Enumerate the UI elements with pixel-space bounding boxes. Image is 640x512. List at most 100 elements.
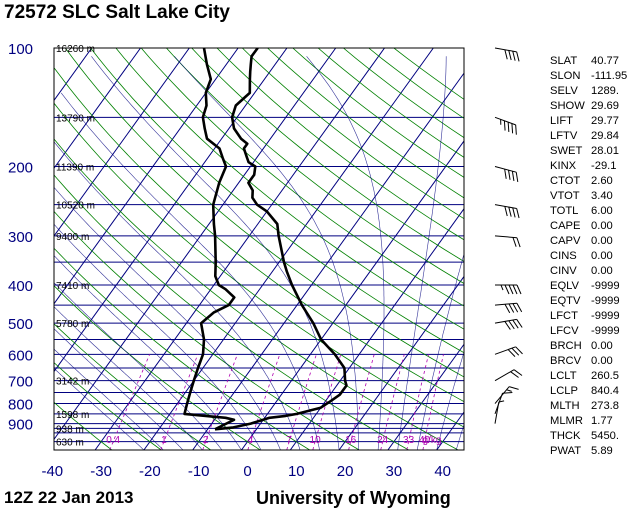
index-value: -9999 [591, 325, 620, 337]
barb-full [508, 284, 514, 295]
index-name: THCK [550, 430, 581, 442]
moist-adiabat-line [54, 367, 145, 450]
barb-full [515, 172, 519, 183]
index-name: MLTH [550, 400, 580, 412]
isotherm-line [54, 48, 288, 373]
index-value: 1.77 [591, 415, 613, 427]
index-value: 29.77 [591, 115, 619, 127]
index-name: CINV [550, 265, 577, 277]
index-row-selv: SELV 1289. [550, 84, 640, 99]
barb-staff [494, 204, 517, 209]
barb-full [516, 208, 520, 219]
barb-full [515, 124, 517, 135]
barb-staff [494, 166, 517, 173]
index-value: -9999 [591, 310, 620, 322]
mixing-ratio-line [160, 354, 199, 450]
wind-barb [494, 166, 519, 183]
wind-barb [494, 47, 520, 62]
barb-full [510, 371, 519, 378]
barb-full [512, 284, 518, 295]
height-label: 10520 m [56, 201, 95, 212]
indices-table: SLAT 40.77 SLON -111.95 SELV 1289. SHOW 29.69 LI… [550, 54, 640, 459]
index-value: 2.60 [591, 175, 613, 187]
index-name: LIFT [550, 115, 573, 127]
data-source: University of Wyoming [256, 488, 451, 508]
index-name: LFTV [550, 130, 578, 142]
pressure-tick-label: 700 [8, 374, 33, 391]
barb-full [516, 319, 523, 328]
index-row-lftv: LFTV 29.84 [550, 129, 640, 144]
dry-adiabat-line [292, 48, 464, 178]
pressure-tick-label: 100 [8, 41, 33, 58]
barb-full [504, 49, 508, 60]
moist-adiabat-line [54, 141, 301, 450]
index-value: -111.95 [591, 70, 628, 82]
dry-adiabat-line [267, 48, 464, 199]
index-name: SLAT [550, 55, 578, 67]
index-name: SWET [550, 145, 583, 157]
mixing-ratio-label: 33 [403, 435, 415, 446]
index-name: BRCH [550, 340, 582, 352]
barb-full [508, 50, 512, 61]
index-name: EQLV [550, 280, 580, 292]
index-name: CAPE [550, 220, 581, 232]
index-name: BRCV [550, 355, 582, 367]
dry-adiabat-line [191, 48, 464, 262]
barb-full [508, 320, 515, 330]
barb-full [516, 302, 523, 313]
barb-full [511, 347, 520, 356]
barb-full [504, 169, 507, 179]
mixing-ratio-line [247, 354, 281, 450]
barb-full [504, 284, 510, 295]
index-name: LCLT [550, 370, 577, 382]
index-value: 6.00 [591, 205, 613, 217]
mixing-ratio-label: 16 [345, 435, 357, 446]
isotherm-line [143, 48, 434, 450]
index-row-swet: SWET 28.01 [550, 144, 640, 159]
barb-full [508, 170, 511, 180]
mixing-ratio-label: 1 [161, 435, 167, 446]
pressure-tick-label: 300 [8, 229, 33, 246]
moist-adiabat-line [54, 348, 164, 450]
temperature-tick-label: 40 [434, 463, 451, 480]
barb-half [500, 119, 502, 125]
index-row-kinx: KINX -29.1 [550, 159, 640, 174]
temperature-tick-label: 20 [337, 463, 354, 480]
temperature-tick-label: -40 [41, 463, 63, 480]
pressure-tick-label: 600 [8, 347, 33, 364]
dry-adiabat-line [54, 210, 360, 450]
barb-full [512, 207, 516, 218]
mixing-ratio-label: 40 [419, 435, 431, 446]
index-name: SLON [550, 70, 581, 82]
index-row-ctot: CTOT 2.60 [550, 174, 640, 189]
observation-time: 12Z 22 Jan 2013 [4, 488, 134, 507]
isotherm-line [54, 48, 239, 305]
index-value: 3.40 [591, 190, 613, 202]
index-value: 1289. [591, 85, 619, 97]
dry-adiabat-line [64, 48, 464, 378]
dry-adiabat-line [216, 48, 464, 241]
mixing-ratio-label: 7 [286, 435, 292, 446]
wind-barb [494, 235, 521, 248]
index-row-brch: BRCH 0.00 [550, 339, 640, 354]
dry-adiabat-line [54, 102, 464, 428]
wind-barbs [494, 47, 523, 424]
moist-adiabat-line [91, 56, 340, 450]
index-row-lfct: LFCT -9999 [550, 309, 640, 324]
index-value: 5450. [591, 430, 619, 442]
wind-barb [494, 400, 505, 424]
index-name: VTOT [550, 190, 580, 202]
barb-full [516, 51, 520, 62]
barb-staff [494, 116, 516, 126]
index-value: 29.84 [591, 130, 619, 142]
height-label: 3142 m [56, 377, 89, 388]
dry-adiabat-line [54, 66, 464, 403]
mixing-ratio-label: 24 [377, 435, 389, 446]
barb-full [511, 171, 515, 181]
index-value: 0.00 [591, 265, 613, 277]
index-row-capv: CAPV 0.00 [550, 234, 640, 249]
mixing-ratio-label: 10 [310, 435, 322, 446]
temperature-tick-label: 10 [288, 463, 305, 480]
temperature-tick-label: 30 [386, 463, 403, 480]
